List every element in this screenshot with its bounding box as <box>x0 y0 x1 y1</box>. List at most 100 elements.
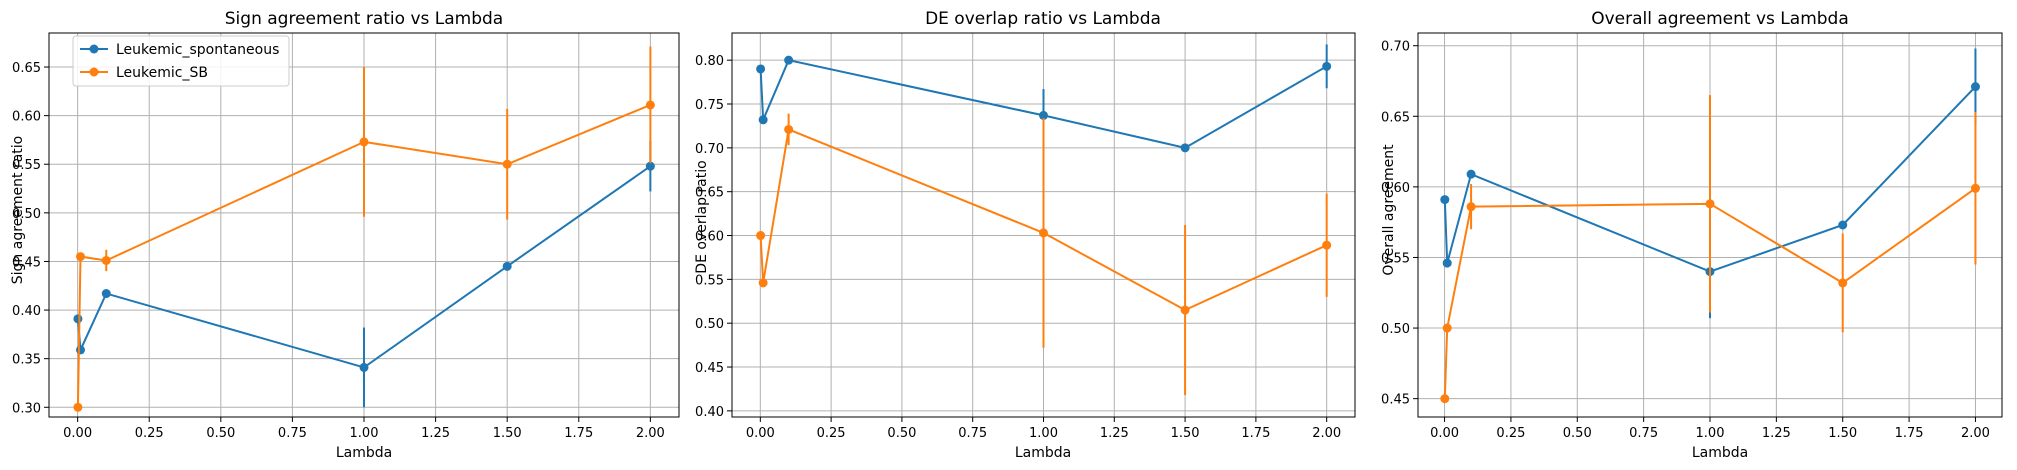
x-tick-label: 1.50 <box>493 426 522 441</box>
x-tick-label: 0.00 <box>1430 426 1459 441</box>
x-tick-label: 1.75 <box>1895 426 1924 441</box>
y-tick-label: 0.40 <box>695 405 724 420</box>
x-ticks: 0.00 0.25 0.50 0.75 1.00 1.25 1.50 1.75 2.00 <box>746 417 1341 441</box>
x-tick-label: 2.00 <box>1961 426 1990 441</box>
legend-swatch-marker <box>89 67 99 77</box>
x-tick-label: 1.00 <box>1029 426 1058 441</box>
panel-overall-agreement: Overall agreement vs Lambda Lambda Overa… <box>1381 9 2003 461</box>
series-2 <box>756 113 1332 396</box>
data-point <box>1466 202 1476 212</box>
y-tick-label: 0.65 <box>12 61 41 76</box>
x-tick-label: 0.75 <box>958 426 987 441</box>
data-point <box>101 289 111 299</box>
x-tick-label: 1.00 <box>350 426 379 441</box>
data-point <box>502 261 512 271</box>
data-point <box>76 252 85 262</box>
y-tick-label: 0.50 <box>1381 322 1410 337</box>
data-point <box>1039 228 1048 238</box>
data-point <box>1838 220 1848 230</box>
data-point <box>1440 394 1450 404</box>
y-axis-label: DE overlap ratio <box>694 160 710 273</box>
x-ticks: 0.00 0.25 0.50 0.75 1.00 1.25 1.50 1.75 2.00 <box>1430 417 1990 441</box>
y-tick-label: 0.70 <box>695 142 724 157</box>
series-1 <box>1440 48 1980 319</box>
series-line <box>76 165 651 369</box>
y-tick-label: 0.60 <box>1381 181 1410 196</box>
panel-de-overlap: DE overlap ratio vs Lambda Lambda DE ove… <box>694 9 1356 461</box>
x-ticks: 0.00 0.25 0.50 0.75 1.00 1.25 1.50 1.75 2.00 <box>63 417 665 441</box>
x-tick-label: 2.00 <box>636 426 665 441</box>
data-point <box>1440 195 1450 205</box>
x-tick-label: 0.25 <box>135 426 164 441</box>
x-tick-label: 1.50 <box>1828 426 1857 441</box>
x-tick-label: 1.75 <box>564 426 593 441</box>
series-line <box>76 104 651 408</box>
data-point <box>359 362 369 372</box>
series-line <box>1443 85 1977 273</box>
x-tick-label: 1.00 <box>1696 426 1725 441</box>
series-2 <box>73 46 655 412</box>
series-line <box>759 128 1328 312</box>
data-point <box>784 124 794 134</box>
plot-frame <box>1417 32 2003 418</box>
plot-frame <box>731 32 1356 418</box>
y-ticks: 0.30 0.35 0.40 0.45 0.50 0.55 0.60 0.65 <box>12 61 49 416</box>
grid <box>732 33 1355 417</box>
y-tick-label: 0.55 <box>1381 251 1410 266</box>
x-tick-label: 0.25 <box>1496 426 1525 441</box>
x-tick-label: 0.75 <box>1629 426 1658 441</box>
x-tick-label: 1.25 <box>421 426 450 441</box>
x-tick-label: 0.25 <box>817 426 846 441</box>
y-tick-label: 0.75 <box>695 98 724 113</box>
legend-entry-2: Leukemic_SB <box>80 65 208 81</box>
data-point <box>758 278 768 288</box>
y-tick-label: 0.40 <box>12 304 41 319</box>
y-tick-label: 0.70 <box>1381 40 1410 55</box>
y-tick-label: 0.35 <box>12 353 41 368</box>
data-point <box>76 345 85 355</box>
series-1 <box>756 44 1332 153</box>
x-tick-label: 0.75 <box>278 426 307 441</box>
y-tick-label: 0.65 <box>695 186 724 201</box>
data-point <box>1322 240 1332 250</box>
x-tick-label: 0.50 <box>887 426 916 441</box>
data-point <box>359 137 369 147</box>
data-point <box>1442 258 1452 268</box>
data-point <box>1180 143 1190 153</box>
legend: Leukemic_spontaneous Leukemic_SB <box>72 35 290 87</box>
x-tick-label: 0.00 <box>63 426 92 441</box>
x-tick-label: 2.00 <box>1312 426 1341 441</box>
x-tick-label: 0.50 <box>1563 426 1592 441</box>
data-point <box>1970 183 1980 193</box>
y-tick-label: 0.80 <box>695 54 724 69</box>
y-ticks: 0.45 0.50 0.55 0.60 0.65 0.70 <box>1381 40 1418 408</box>
y-ticks: 0.40 0.45 0.50 0.55 0.60 0.65 0.70 0.75 0.80 <box>695 54 732 420</box>
series-line <box>1443 187 1977 399</box>
x-tick-label: 1.25 <box>1100 426 1129 441</box>
data-point <box>758 115 768 125</box>
data-point <box>502 159 512 169</box>
legend-entry-1: Leukemic_spontaneous <box>80 42 279 58</box>
legend-label: Leukemic_SB <box>116 65 208 81</box>
x-tick-label: 1.25 <box>1762 426 1791 441</box>
data-point <box>101 255 111 265</box>
legend-label: Leukemic_spontaneous <box>116 42 279 58</box>
data-point <box>73 314 83 324</box>
series-2 <box>1440 95 1980 404</box>
data-point <box>756 64 766 74</box>
grid <box>49 33 679 417</box>
chart-title: Overall agreement vs Lambda <box>1591 9 1849 29</box>
data-point <box>73 402 83 412</box>
y-tick-label: 0.55 <box>12 158 41 173</box>
data-point <box>645 161 655 171</box>
data-point <box>1838 278 1848 288</box>
y-tick-label: 0.50 <box>695 317 724 332</box>
y-axis-label: Sign agreement ratio <box>10 136 26 284</box>
y-tick-label: 0.60 <box>695 230 724 245</box>
y-tick-label: 0.30 <box>12 401 41 416</box>
y-tick-label: 0.45 <box>1381 393 1410 408</box>
legend-frame <box>72 35 290 87</box>
data-point <box>784 55 794 65</box>
